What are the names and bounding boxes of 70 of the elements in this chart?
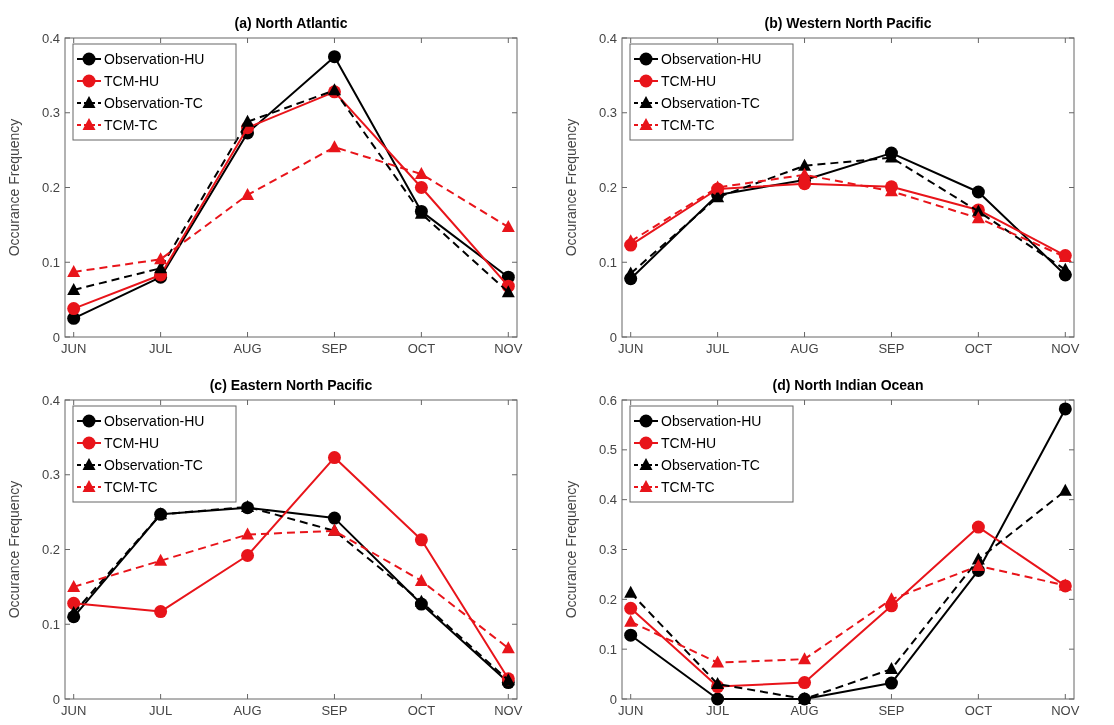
legend-label: TCM-HU [661,434,717,451]
y-tick-label: 0.4 [41,392,60,408]
chart-title: (d) North Indian Ocean [772,377,924,393]
y-axis-title: Occurance Frequency [6,118,22,257]
y-tick-label: 0 [52,329,60,345]
y-tick-label: 0.1 [41,254,60,270]
x-tick-label: AUG [790,703,819,718]
legend-label: Observation-TC [104,94,203,111]
legend-label: TCM-TC [104,478,158,495]
x-tick-label: AUG [233,703,262,718]
legend-label: TCM-TC [104,116,158,133]
chart-title: (a) North Atlantic [234,15,348,31]
y-tick-label: 0.1 [598,254,617,270]
legend-label: Observation-HU [661,412,762,429]
x-tick-label: OCT [964,703,993,718]
y-tick-label: 0.3 [41,105,60,121]
x-tick-label: JUN [61,341,87,356]
y-tick-label: 0.4 [41,30,60,46]
legend-label: TCM-HU [104,72,160,89]
y-tick-label: 0.4 [598,30,617,46]
x-tick-label: JUL [706,341,730,356]
y-tick-label: 0.1 [598,641,617,657]
x-tick-label: NOV [1051,341,1080,356]
legend-label: Observation-HU [661,50,762,67]
y-tick-label: 0.6 [598,392,617,408]
y-tick-label: 0.2 [41,180,60,196]
y-axis-title: Occurance Frequency [563,118,579,257]
y-tick-label: 0.2 [598,591,617,607]
x-tick-label: NOV [1051,703,1080,718]
y-tick-label: 0.2 [41,542,60,558]
legend-label: Observation-TC [104,456,203,473]
x-tick-label: JUL [149,703,173,718]
x-tick-label: OCT [407,703,436,718]
y-tick-label: 0.2 [598,180,617,196]
y-tick-label: 0.3 [598,105,617,121]
x-tick-label: SEP [878,341,905,356]
chart-title: (c) Eastern North Pacific [209,377,373,393]
legend-label: Observation-TC [661,456,760,473]
x-tick-label: OCT [964,341,993,356]
y-tick-label: 0.1 [41,616,60,632]
y-axis-title: Occurance Frequency [6,480,22,619]
legend-label: Observation-TC [661,94,760,111]
legend-label: Observation-HU [104,412,205,429]
y-tick-label: 0.5 [598,442,617,458]
legend-label: TCM-TC [661,478,715,495]
chart-title: (b) Western North Pacific [764,15,932,31]
x-tick-label: JUL [706,703,730,718]
legend-label: TCM-HU [104,434,160,451]
legend-label: TCM-HU [661,72,717,89]
x-tick-label: AUG [790,341,819,356]
y-tick-label: 0 [609,691,617,707]
y-tick-label: 0 [52,691,60,707]
x-tick-label: AUG [233,341,262,356]
x-tick-label: SEP [321,341,348,356]
x-tick-label: SEP [321,703,348,718]
x-tick-label: OCT [407,341,436,356]
x-tick-label: SEP [878,703,905,718]
x-tick-label: JUL [149,341,173,356]
y-tick-label: 0.3 [598,542,617,558]
y-axis-title: Occurance Frequency [563,480,579,619]
legend-label: TCM-TC [661,116,715,133]
x-tick-label: JUN [61,703,87,718]
legend-label: Observation-HU [104,50,205,67]
y-tick-label: 0.4 [598,492,617,508]
y-tick-label: 0.3 [41,467,60,483]
y-tick-label: 0 [609,329,617,345]
x-tick-label: JUN [618,341,644,356]
x-tick-label: NOV [494,341,523,356]
x-tick-label: JUN [618,703,644,718]
x-tick-label: NOV [494,703,523,718]
